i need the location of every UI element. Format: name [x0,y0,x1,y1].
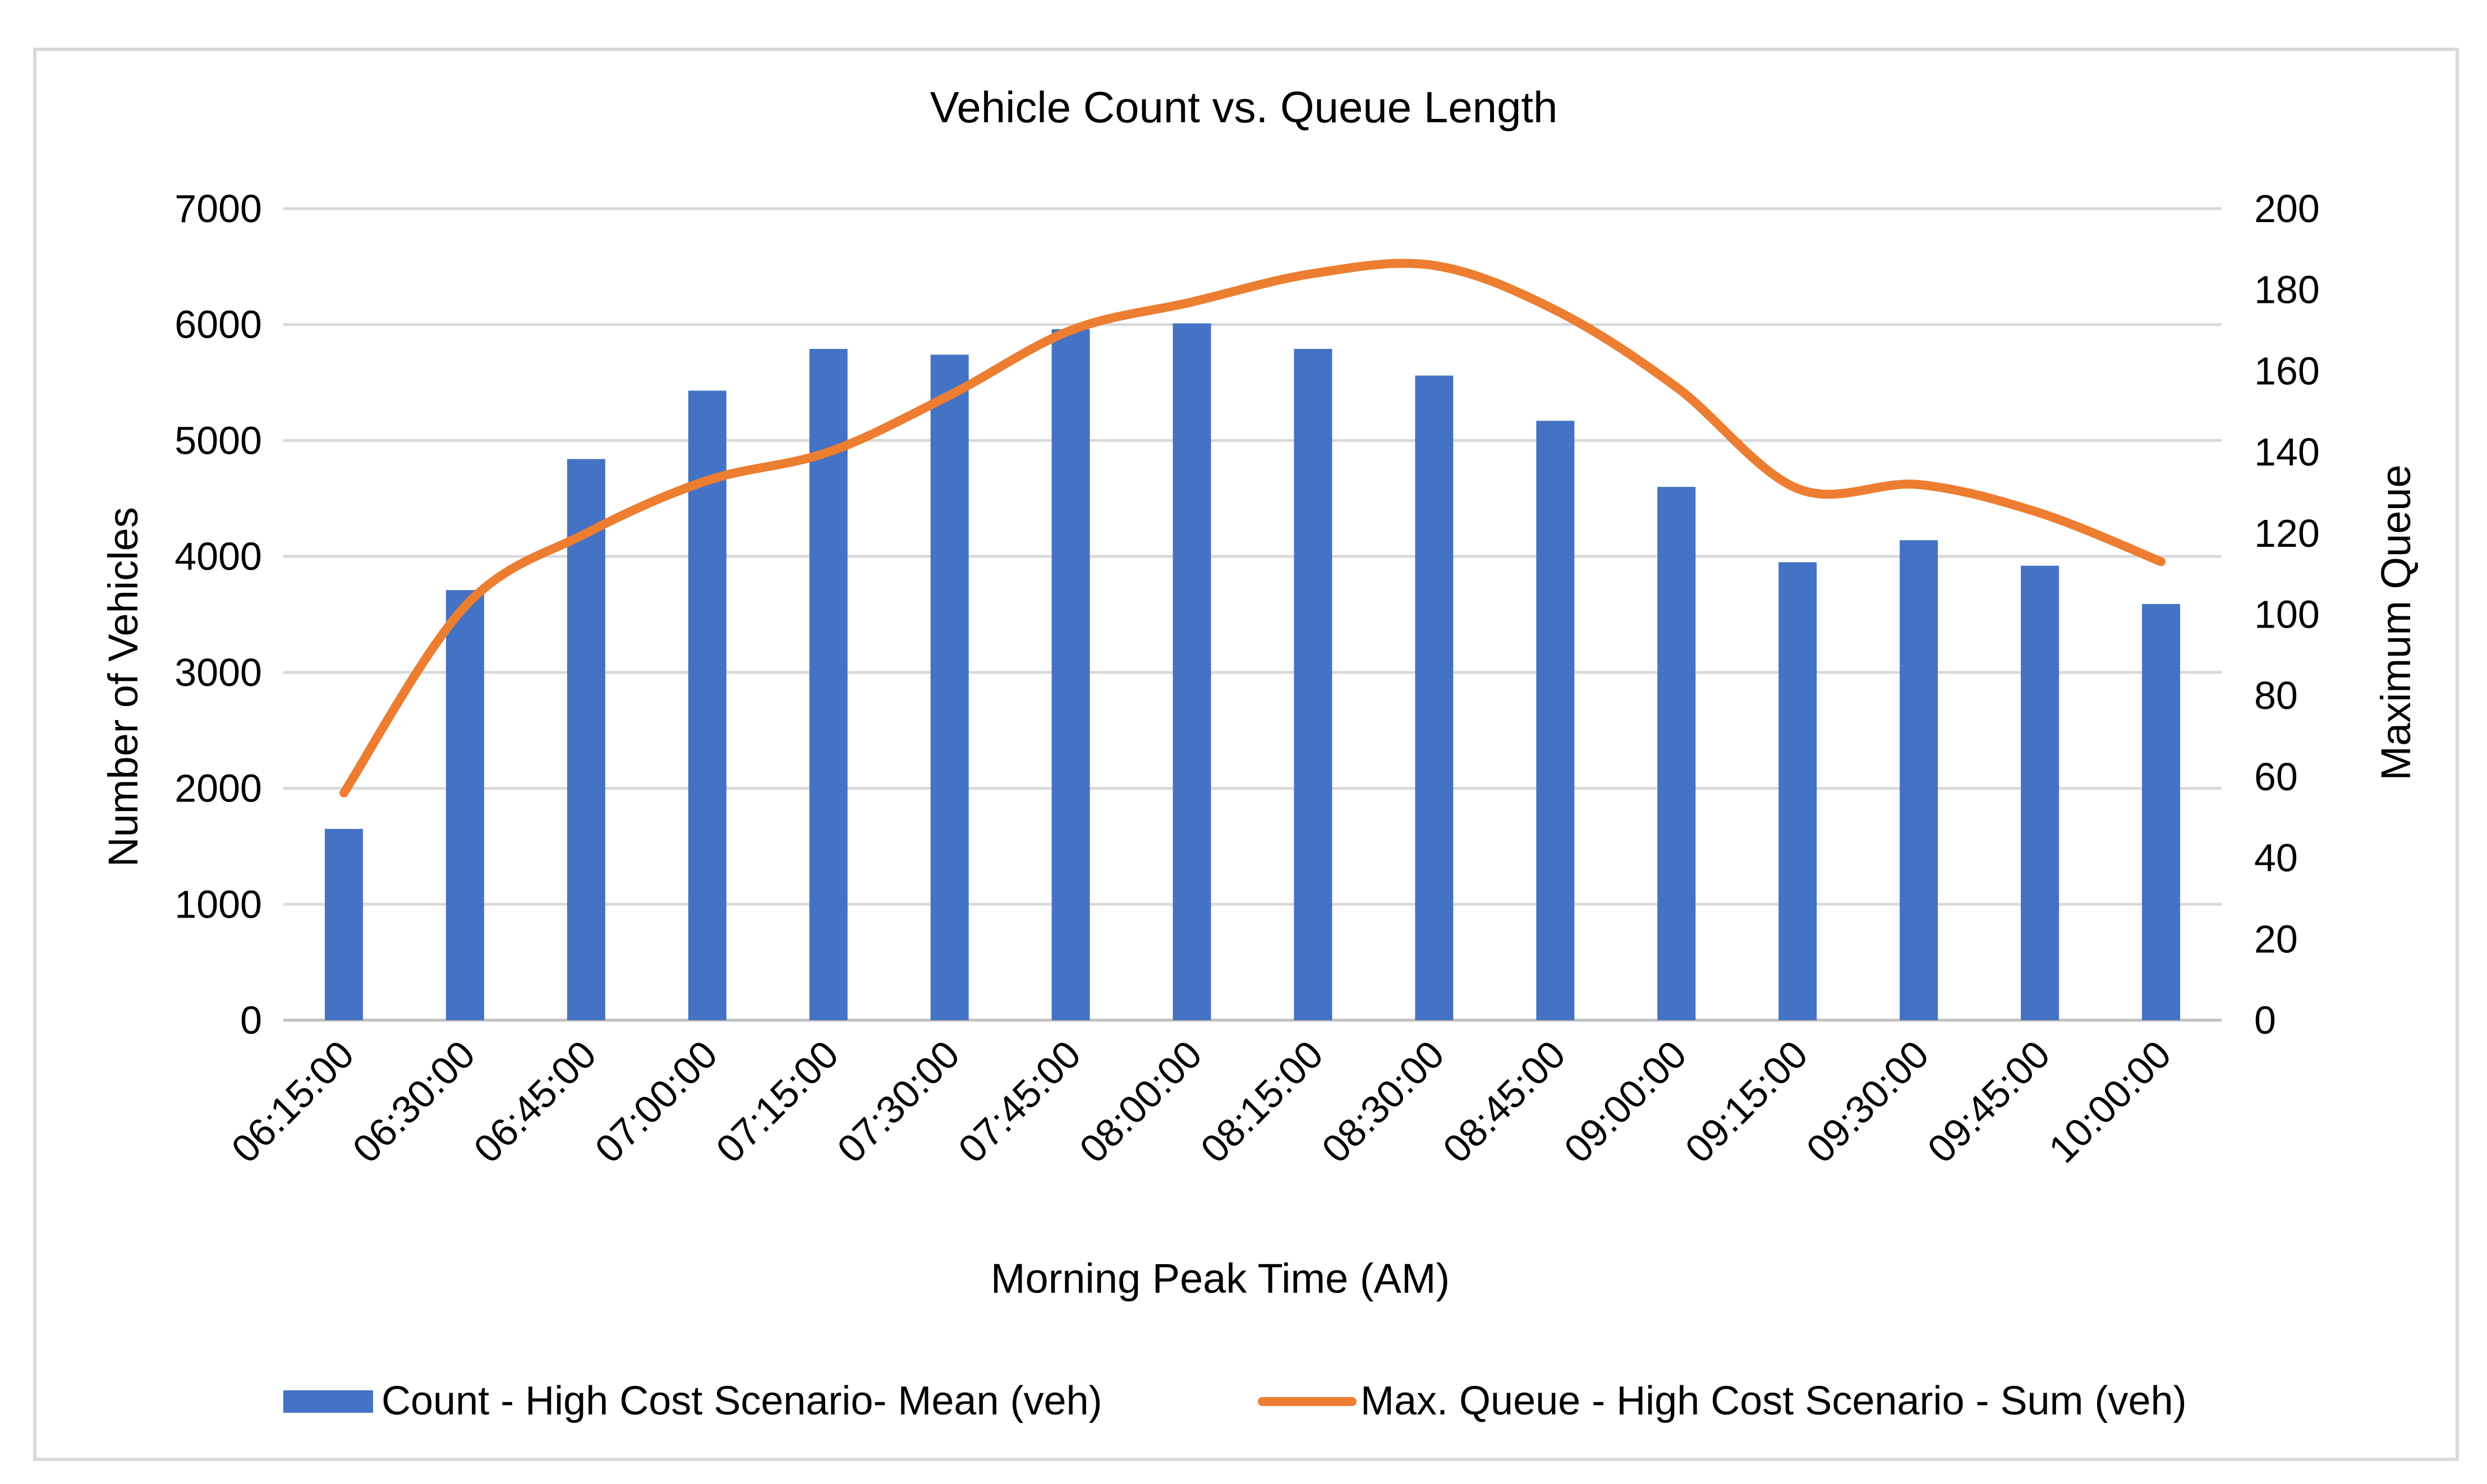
line-series [339,259,2166,798]
y-tick-label: 7000 [174,187,262,231]
y2-tick-label: 60 [2254,755,2298,799]
bar [1415,375,1454,1020]
chart-frame [33,48,2459,1461]
y2-tick-label: 120 [2254,511,2320,555]
y2-tick-label: 80 [2254,674,2298,717]
y2-tick-label: 40 [2254,836,2298,880]
y2-tick-label: 20 [2254,917,2298,961]
y-axis-left-ticks: 0 1000 2000 3000 4000 5000 6000 7000 [174,187,262,1042]
y-tick-label: 1000 [174,882,262,926]
bar [2021,565,2060,1020]
bar [1173,323,1211,1020]
legend: Count - High Cost Scenario- Mean (veh) M… [283,1379,2187,1423]
y-tick-label: 4000 [174,534,262,578]
legend-label-bar: Count - High Cost Scenario- Mean (veh) [381,1379,1102,1423]
bar [1294,349,1332,1020]
y-tick-label: 5000 [174,418,262,462]
y-tick-label: 2000 [174,767,262,810]
bar [567,459,605,1020]
bar [1778,562,1817,1020]
bar [324,828,363,1020]
bar [688,390,727,1020]
y2-axis-label: Maximum Queue [2373,464,2419,780]
y-tick-label: 6000 [174,303,262,347]
y2-tick-label: 0 [2254,998,2276,1042]
y-tick-label: 3000 [174,651,262,694]
y2-tick-label: 140 [2254,430,2320,474]
y2-tick-label: 180 [2254,268,2320,312]
queue-line [339,259,2166,798]
x-axis-label: Morning Peak Time (AM) [991,1255,1450,1302]
bar [2142,603,2181,1020]
y2-tick-label: 200 [2254,187,2320,231]
gridlines [283,207,2222,1022]
y-axis-label: Number of Vehicles [100,507,146,867]
bar-series [324,323,2181,1021]
bar [1051,329,1090,1020]
bar [930,354,969,1021]
y-tick-label: 0 [240,998,262,1042]
y2-tick-label: 160 [2254,349,2320,393]
bar [445,590,484,1020]
bar [1900,540,1938,1020]
y-axis-right-ticks: 0 20 40 60 80 100 120 140 160 180 200 [2254,187,2320,1042]
chart-title: Vehicle Count vs. Queue Length [930,82,1558,132]
legend-swatch-bar [283,1390,373,1413]
y2-tick-label: 100 [2254,593,2320,637]
legend-label-line: Max. Queue - High Cost Scenario - Sum (v… [1360,1379,2187,1423]
bar [1536,421,1575,1021]
bar [1657,487,1696,1020]
